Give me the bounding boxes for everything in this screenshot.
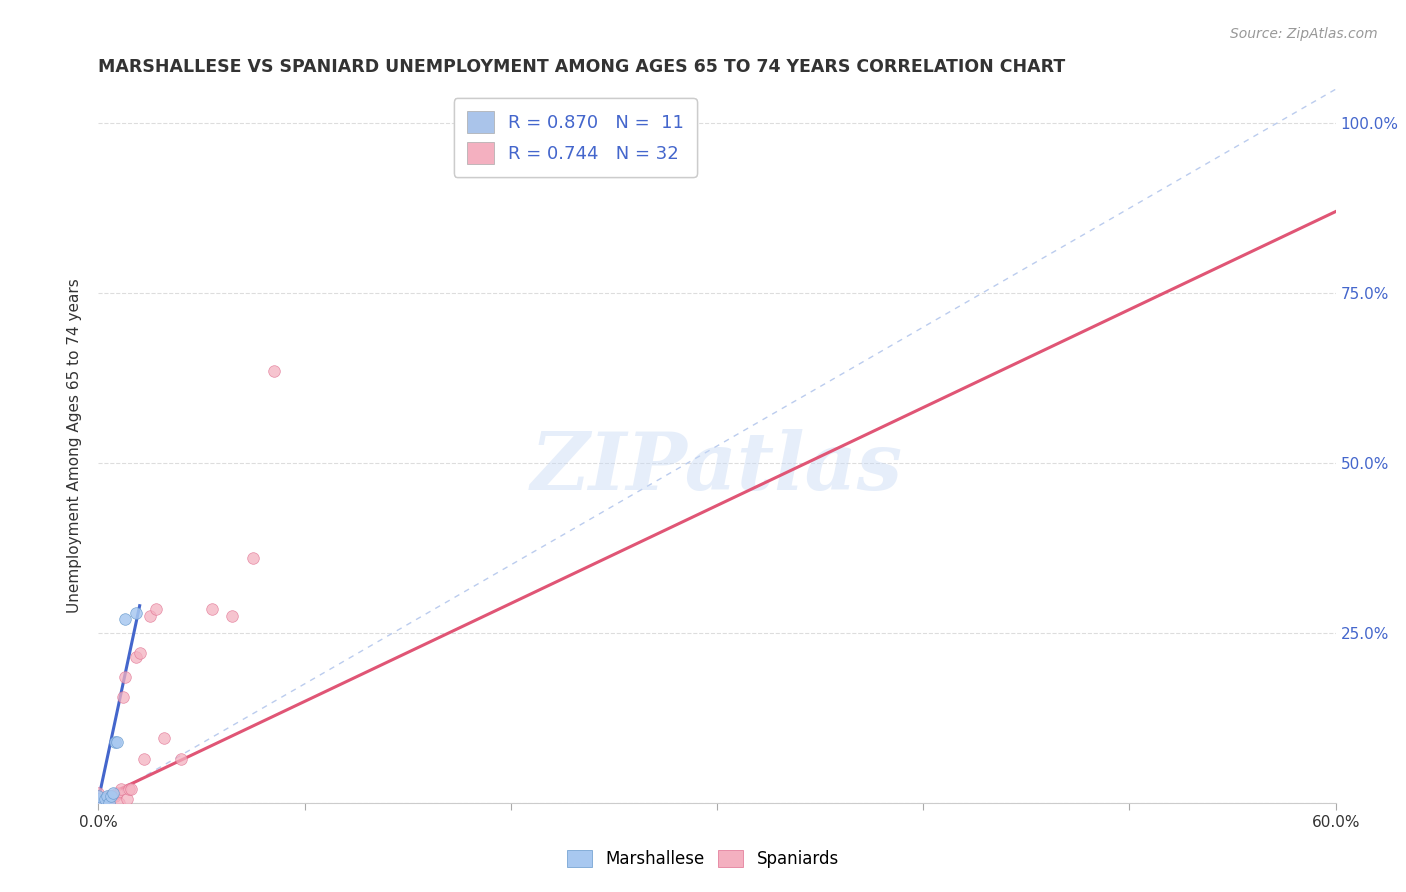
Point bbox=[104, 734, 127, 748]
Point bbox=[87, 792, 110, 806]
Point bbox=[108, 796, 131, 810]
Point bbox=[105, 734, 128, 748]
Point bbox=[87, 786, 110, 800]
Text: Source: ZipAtlas.com: Source: ZipAtlas.com bbox=[1230, 27, 1378, 41]
Point bbox=[114, 670, 136, 684]
Point bbox=[87, 796, 110, 810]
Point bbox=[110, 782, 132, 797]
Point bbox=[120, 782, 142, 797]
Legend: R = 0.870   N =  11, R = 0.744   N = 32: R = 0.870 N = 11, R = 0.744 N = 32 bbox=[454, 98, 696, 177]
Point bbox=[118, 782, 141, 797]
Point bbox=[104, 789, 127, 803]
Point bbox=[139, 608, 162, 623]
Point bbox=[114, 612, 136, 626]
Point bbox=[100, 789, 122, 803]
Point bbox=[145, 602, 167, 616]
Point bbox=[201, 602, 224, 616]
Point bbox=[124, 606, 146, 620]
Point bbox=[96, 789, 118, 803]
Point bbox=[93, 792, 115, 806]
Point bbox=[153, 731, 176, 746]
Point bbox=[242, 551, 264, 566]
Point bbox=[97, 789, 120, 803]
Point bbox=[124, 649, 146, 664]
Point bbox=[97, 796, 120, 810]
Point bbox=[170, 751, 193, 765]
Text: ZIPatlas: ZIPatlas bbox=[531, 429, 903, 506]
Point bbox=[87, 792, 110, 806]
Point bbox=[221, 608, 243, 623]
Point bbox=[263, 364, 285, 378]
Point bbox=[91, 796, 114, 810]
Legend: Marshallese, Spaniards: Marshallese, Spaniards bbox=[561, 843, 845, 875]
Point bbox=[93, 792, 115, 806]
Point bbox=[101, 789, 124, 803]
Point bbox=[87, 789, 110, 803]
Point bbox=[112, 690, 135, 705]
Point bbox=[105, 786, 128, 800]
Point bbox=[87, 789, 110, 803]
Text: MARSHALLESE VS SPANIARD UNEMPLOYMENT AMONG AGES 65 TO 74 YEARS CORRELATION CHART: MARSHALLESE VS SPANIARD UNEMPLOYMENT AMO… bbox=[98, 58, 1066, 76]
Point bbox=[101, 786, 124, 800]
Point bbox=[117, 792, 139, 806]
Y-axis label: Unemployment Among Ages 65 to 74 years: Unemployment Among Ages 65 to 74 years bbox=[67, 278, 83, 614]
Point bbox=[96, 792, 118, 806]
Point bbox=[100, 789, 122, 803]
Point bbox=[132, 751, 155, 765]
Point bbox=[128, 646, 150, 660]
Point bbox=[87, 796, 110, 810]
Point bbox=[97, 796, 120, 810]
